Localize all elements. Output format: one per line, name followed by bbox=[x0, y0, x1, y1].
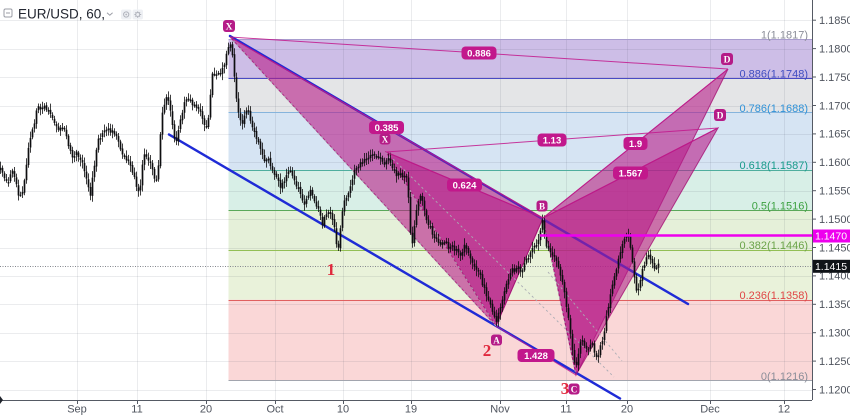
svg-text:3: 3 bbox=[561, 379, 570, 398]
svg-text:EUR/USD, 60,: EUR/USD, 60, bbox=[18, 7, 105, 22]
svg-text:1.9: 1.9 bbox=[629, 139, 642, 150]
svg-text:1.1800: 1.1800 bbox=[819, 43, 850, 55]
svg-text:1.567: 1.567 bbox=[619, 168, 643, 179]
svg-text:2: 2 bbox=[483, 341, 492, 360]
svg-text:D: D bbox=[724, 55, 731, 65]
svg-text:0.5(1.1516): 0.5(1.1516) bbox=[752, 201, 808, 213]
svg-text:1.1250: 1.1250 bbox=[819, 356, 850, 368]
svg-text:1.1300: 1.1300 bbox=[819, 328, 850, 340]
svg-text:D: D bbox=[717, 111, 724, 121]
svg-text:1(1.1817): 1(1.1817) bbox=[761, 30, 808, 42]
svg-text:B: B bbox=[539, 201, 545, 211]
svg-text:1.13: 1.13 bbox=[543, 135, 562, 146]
svg-text:C: C bbox=[571, 384, 578, 394]
svg-text:19: 19 bbox=[405, 403, 417, 415]
svg-text:Oct: Oct bbox=[266, 403, 283, 415]
svg-text:11: 11 bbox=[560, 403, 571, 415]
svg-text:0.385: 0.385 bbox=[375, 123, 399, 134]
svg-text:1.1415: 1.1415 bbox=[815, 261, 847, 273]
svg-text:10: 10 bbox=[337, 403, 349, 415]
svg-text:0.886(1.1748): 0.886(1.1748) bbox=[740, 69, 809, 81]
svg-text:0.236(1.1358): 0.236(1.1358) bbox=[740, 290, 809, 302]
svg-text:0.886: 0.886 bbox=[467, 48, 491, 59]
svg-text:1.1500: 1.1500 bbox=[819, 214, 850, 226]
svg-text:1.428: 1.428 bbox=[524, 351, 548, 362]
svg-text:1.1400: 1.1400 bbox=[819, 271, 850, 283]
svg-text:1.1750: 1.1750 bbox=[819, 72, 850, 84]
svg-text:0.624: 0.624 bbox=[453, 180, 477, 191]
svg-text:1.1700: 1.1700 bbox=[819, 100, 850, 112]
svg-text:1.1470: 1.1470 bbox=[815, 231, 847, 243]
svg-text:Nov: Nov bbox=[490, 403, 510, 415]
svg-text:1.1650: 1.1650 bbox=[819, 129, 850, 141]
svg-text:Dec: Dec bbox=[700, 403, 720, 415]
svg-text:1.1350: 1.1350 bbox=[819, 299, 850, 311]
svg-text:1: 1 bbox=[327, 260, 336, 279]
svg-text:1.1600: 1.1600 bbox=[819, 157, 850, 169]
svg-text:1.1550: 1.1550 bbox=[819, 186, 850, 198]
svg-text:1.1850: 1.1850 bbox=[819, 15, 850, 27]
svg-text:0.786(1.1688): 0.786(1.1688) bbox=[740, 103, 809, 115]
svg-text:1.1450: 1.1450 bbox=[819, 242, 850, 254]
svg-text:20: 20 bbox=[621, 403, 633, 415]
svg-text:A: A bbox=[493, 335, 500, 345]
svg-text:11: 11 bbox=[131, 403, 142, 415]
svg-text:0.382(1.1446): 0.382(1.1446) bbox=[740, 240, 809, 252]
svg-text:Sep: Sep bbox=[67, 403, 87, 415]
svg-text:1.1200: 1.1200 bbox=[819, 384, 850, 396]
svg-text:0.618(1.1587): 0.618(1.1587) bbox=[740, 160, 809, 172]
svg-text:20: 20 bbox=[200, 403, 212, 415]
svg-text:0(1.1216): 0(1.1216) bbox=[761, 371, 808, 383]
svg-text:12: 12 bbox=[778, 403, 790, 415]
svg-text:X: X bbox=[226, 22, 233, 32]
svg-text:X: X bbox=[382, 134, 389, 144]
